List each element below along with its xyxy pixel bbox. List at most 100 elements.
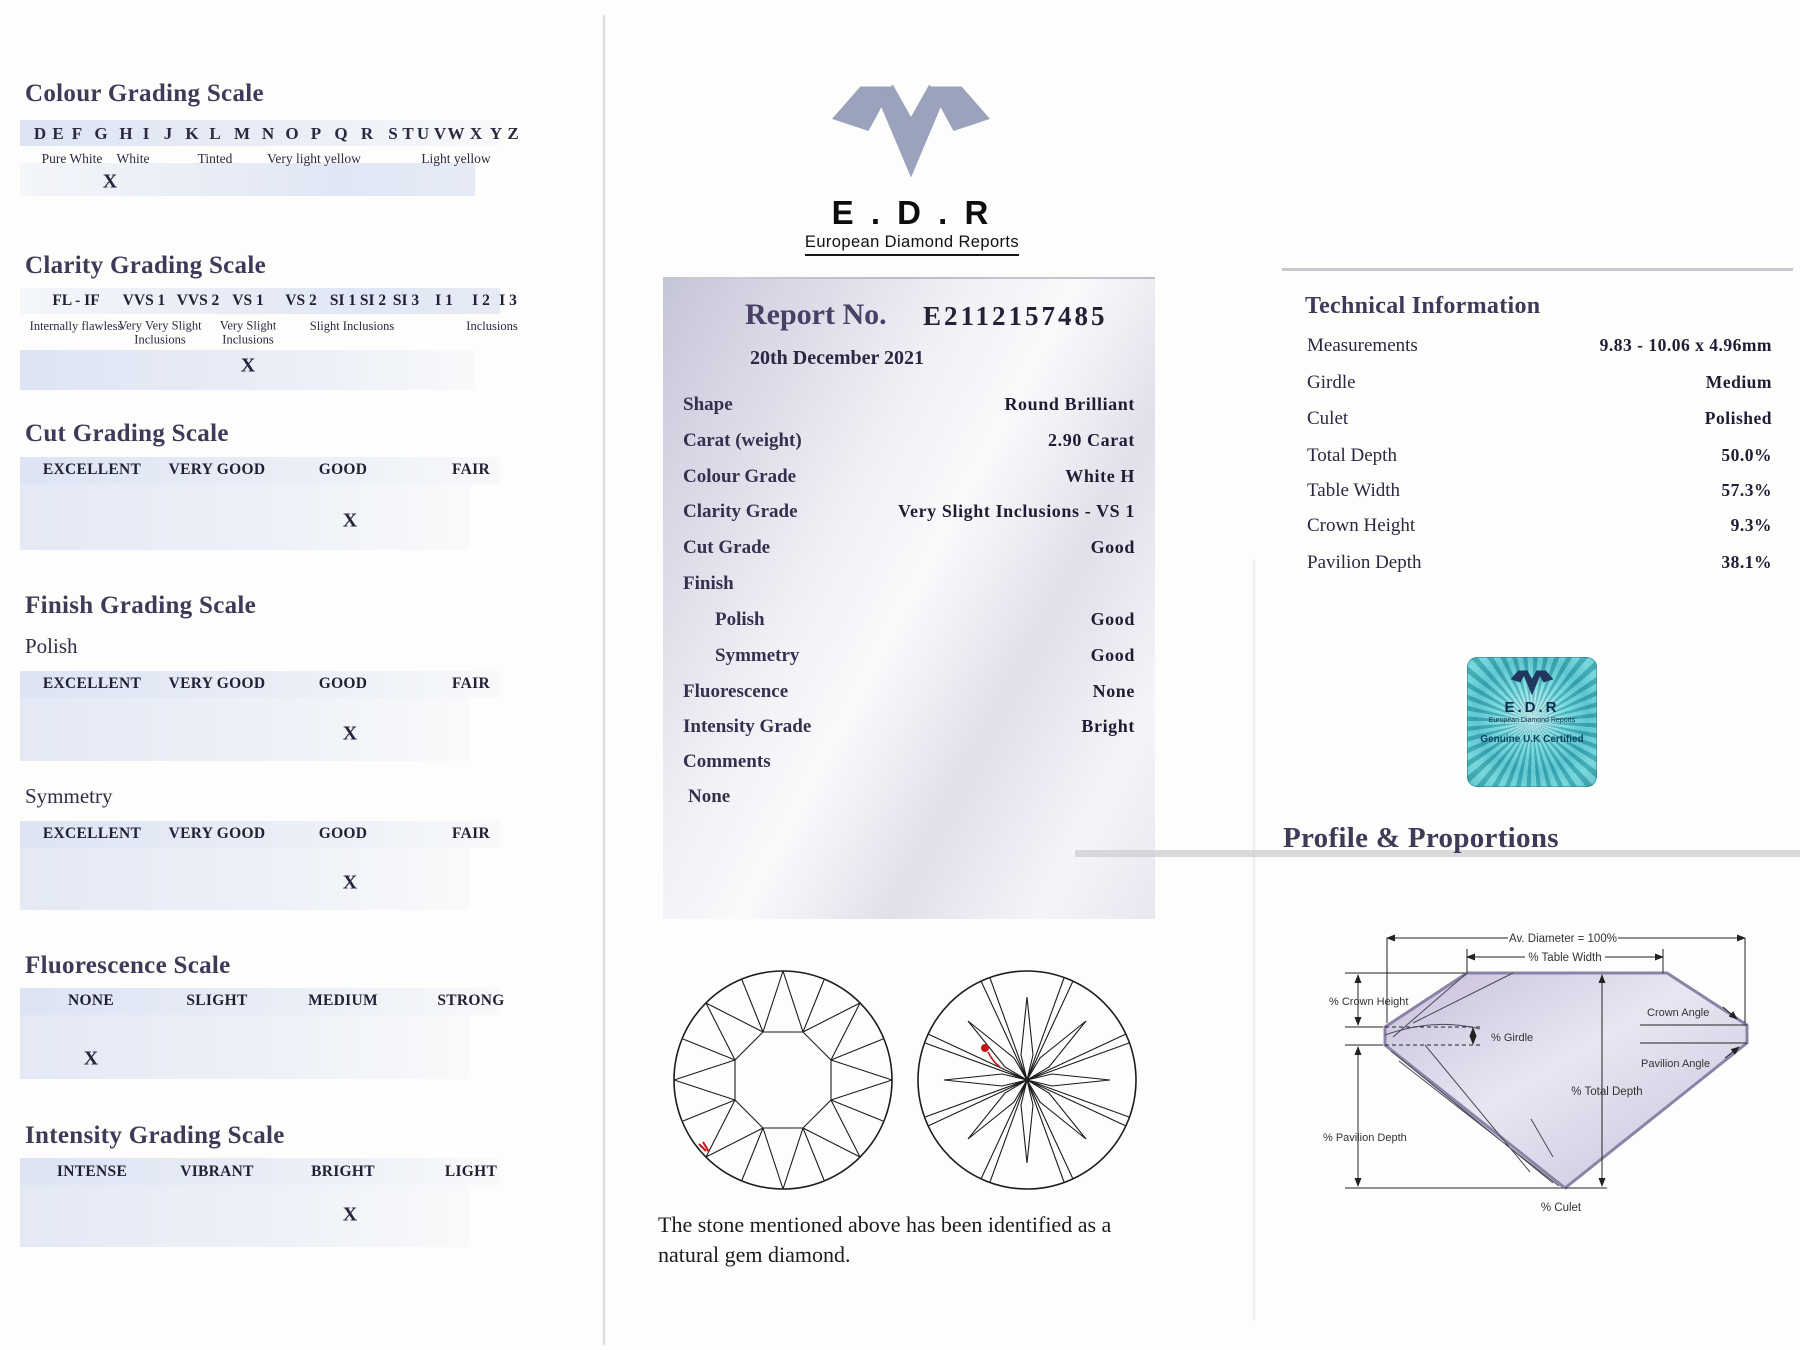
report-row: Polish Good [715, 609, 1135, 630]
colour-letter: J [163, 124, 173, 143]
cut-grade: FAIR [452, 461, 490, 478]
colour-letter: H [119, 124, 133, 143]
colour-zone-label: Tinted [197, 151, 233, 166]
colour-letter: V [433, 124, 447, 143]
technical-row: Culet Polished [1307, 408, 1772, 429]
report-number: E2112157485 [923, 301, 1108, 331]
clarity-zone-label: Very Slight Inclusions [219, 318, 277, 347]
pavilion-depth-label: % Pavilion Depth [1323, 1132, 1407, 1144]
intensity-grade-mark: X [342, 1203, 358, 1226]
seal-subtitle: European Diamond Reports [1488, 717, 1576, 724]
pavilion-angle-label: Pavilion Angle [1641, 1058, 1710, 1070]
report-row: Symmetry Good [715, 645, 1135, 666]
report-row: Comments [683, 751, 771, 772]
fluorescence-grade-mark: X [83, 1047, 99, 1070]
colour-letter: E [52, 124, 64, 143]
report-row: Colour Grade White H [683, 466, 1135, 487]
cut-band-bottom [20, 484, 470, 550]
intensity-band-top [20, 1158, 500, 1185]
colour-letter: O [285, 124, 299, 143]
polish-grade: EXCELLENT [42, 675, 142, 692]
clarity-zone-label: Slight Inclusions [309, 318, 395, 333]
polish-label: Polish [25, 634, 78, 658]
clarity-grade: VS 1 [232, 292, 264, 309]
report-panel [663, 277, 1155, 919]
colour-letter: Y [489, 124, 503, 143]
brand-name: E . D . R [831, 194, 993, 231]
colour-band-bottom [20, 163, 475, 196]
clarity-grade: VS 2 [285, 292, 317, 309]
clarity-scale-title: Clarity Grading Scale [25, 252, 267, 279]
cut-grade: GOOD [318, 461, 368, 478]
colour-zone-label: Pure White [41, 151, 103, 166]
clarity-grade: SI 2 [359, 292, 387, 309]
clarity-band-bottom [20, 350, 475, 390]
fold-crease-right [1253, 560, 1255, 1320]
symmetry-grade: EXCELLENT [42, 825, 142, 842]
inclusion-mark-tail [987, 1051, 1001, 1068]
technical-row: Pavilion Depth 38.1% [1307, 552, 1772, 573]
cut-grade: EXCELLENT [42, 461, 142, 478]
fluorescence-grade: SLIGHT [186, 992, 248, 1009]
colour-letter: W [447, 124, 465, 143]
colour-letter: D [33, 124, 47, 143]
crown-plot-diagram [673, 970, 893, 1190]
inclusion-mark [698, 1141, 710, 1153]
fluorescence-band-bottom [20, 1015, 470, 1079]
profile-proportions-diagram: Av. Diameter = 100% % Table Width % Crow… [1323, 933, 1749, 1214]
report-date: 20th December 2021 [750, 347, 925, 369]
fluorescence-grade: NONE [68, 992, 114, 1009]
clarity-zone-label: Internally flawless [29, 318, 123, 333]
table-width-label: % Table Width [1528, 952, 1601, 964]
colour-letter: N [261, 124, 275, 143]
technical-row: Table Width 57.3% [1307, 480, 1772, 501]
fold-crease-left [603, 15, 605, 1345]
colour-letter: G [94, 124, 108, 143]
clarity-grade: I 3 [499, 292, 517, 309]
colour-letter: M [233, 124, 251, 143]
polish-band-bottom [20, 698, 470, 761]
culet-label: % Culet [1541, 1202, 1582, 1214]
seal-brand: E.D.R [1504, 699, 1560, 716]
polish-grade: FAIR [452, 675, 490, 692]
technical-row: Measurements 9.83 - 10.06 x 4.96mm [1307, 335, 1772, 356]
colour-letter: X [469, 124, 483, 143]
brand-tagline-wrap: European Diamond Reports [802, 233, 1022, 256]
colour-band-top [20, 120, 500, 146]
clarity-grade: I 2 [472, 292, 490, 309]
report-row: Intensity Grade Bright [683, 716, 1135, 737]
polish-grade: VERY GOOD [168, 675, 266, 692]
colour-zone-label: Very light yellow [267, 151, 361, 166]
colour-letter: R [360, 124, 374, 143]
clarity-grade: VVS 2 [176, 292, 220, 309]
seal-certified: Genuine U.K Certified [1480, 734, 1584, 745]
intensity-grade: LIGHT [444, 1163, 498, 1180]
clarity-zone-label: Inclusions [466, 318, 518, 333]
colour-grade-mark: X [102, 170, 118, 193]
technical-row: Crown Height 9.3% [1307, 515, 1772, 536]
pavilion-plot-diagram [917, 970, 1137, 1190]
fluorescence-grade: STRONG [437, 992, 505, 1009]
polish-grade: GOOD [318, 675, 368, 692]
colour-letter: T [402, 124, 414, 143]
intensity-band-bottom [20, 1185, 470, 1247]
clarity-grade: FL - IF [52, 292, 100, 309]
cut-band-top [20, 457, 500, 484]
technical-title: Technical Information [1305, 293, 1541, 319]
report-row: Shape Round Brilliant [683, 394, 1135, 415]
clarity-grade: SI 1 [329, 292, 357, 309]
fluorescence-band-top [20, 988, 500, 1015]
crown-height-label: % Crown Height [1329, 996, 1408, 1008]
report-row: Clarity Grade Very Slight Inclusions - VS… [683, 501, 1135, 522]
clarity-grade-mark: X [240, 354, 256, 377]
colour-letter: K [185, 124, 199, 143]
report-row: Finish [683, 573, 734, 594]
report-row: Carat (weight) 2.90 Carat [683, 430, 1135, 451]
intensity-grade: VIBRANT [180, 1163, 254, 1180]
technical-row: Girdle Medium [1307, 372, 1772, 393]
report-no-label: Report No. [745, 298, 887, 331]
fluorescence-grade: MEDIUM [308, 992, 378, 1009]
technical-panel [1282, 268, 1793, 601]
girdle-label: % Girdle [1491, 1032, 1533, 1044]
report-row: Cut Grade Good [683, 537, 1135, 558]
